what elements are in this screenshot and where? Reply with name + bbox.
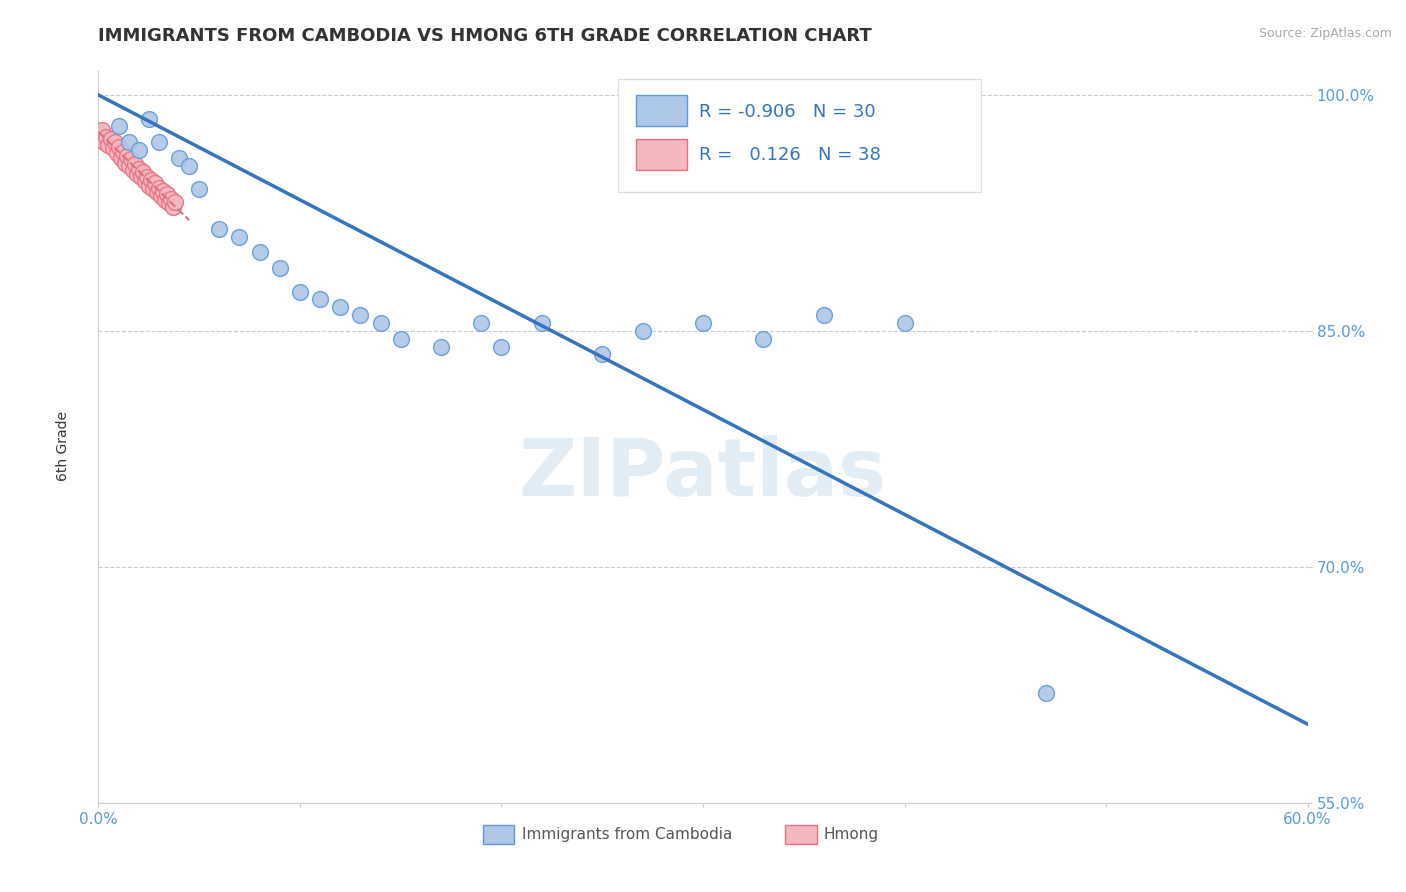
Text: R = -0.906   N = 30: R = -0.906 N = 30: [699, 103, 876, 120]
Point: [124, 157, 146, 171]
Point: [269, 260, 291, 275]
Text: ZIPatlas: ZIPatlas: [519, 434, 887, 513]
Point: [470, 316, 492, 330]
Point: [893, 316, 915, 330]
Point: [752, 332, 775, 346]
Point: [100, 132, 122, 146]
Point: [156, 187, 179, 202]
Point: [110, 151, 132, 165]
Point: [125, 167, 148, 181]
Point: [692, 316, 714, 330]
Text: Immigrants from Cambodia: Immigrants from Cambodia: [522, 828, 733, 842]
Point: [389, 332, 412, 346]
Point: [349, 308, 371, 322]
FancyBboxPatch shape: [785, 825, 817, 845]
Point: [105, 146, 128, 161]
Point: [129, 169, 152, 184]
Point: [111, 145, 134, 159]
Point: [228, 229, 250, 244]
Point: [160, 192, 183, 206]
Point: [179, 159, 201, 173]
Point: [208, 221, 231, 235]
Point: [370, 316, 392, 330]
Point: [93, 135, 115, 149]
Point: [163, 194, 186, 209]
Point: [148, 180, 170, 194]
Point: [103, 135, 125, 149]
Point: [146, 186, 169, 200]
Point: [115, 149, 138, 163]
Point: [309, 293, 332, 307]
Point: [152, 184, 174, 198]
Point: [97, 138, 120, 153]
Point: [162, 200, 184, 214]
Point: [96, 130, 118, 145]
Point: [118, 159, 141, 173]
Point: [157, 196, 180, 211]
Point: [128, 161, 150, 176]
Text: Source: ZipAtlas.com: Source: ZipAtlas.com: [1258, 27, 1392, 40]
Point: [107, 140, 129, 154]
Point: [91, 122, 114, 136]
Point: [188, 182, 211, 196]
FancyBboxPatch shape: [637, 139, 688, 170]
Point: [631, 324, 654, 338]
Point: [249, 245, 271, 260]
Point: [135, 169, 157, 184]
Point: [142, 182, 165, 196]
Point: [132, 165, 155, 179]
Point: [1035, 686, 1057, 700]
Text: Hmong: Hmong: [824, 828, 879, 842]
Point: [491, 340, 513, 354]
FancyBboxPatch shape: [482, 825, 515, 845]
Point: [148, 135, 170, 149]
Point: [329, 301, 352, 315]
Text: IMMIGRANTS FROM CAMBODIA VS HMONG 6TH GRADE CORRELATION CHART: IMMIGRANTS FROM CAMBODIA VS HMONG 6TH GR…: [98, 27, 872, 45]
Text: R =   0.126   N = 38: R = 0.126 N = 38: [699, 146, 882, 164]
Point: [118, 135, 141, 149]
Point: [134, 174, 156, 188]
FancyBboxPatch shape: [637, 95, 688, 127]
Point: [101, 141, 124, 155]
Point: [153, 194, 176, 208]
Point: [167, 151, 190, 165]
Point: [143, 176, 166, 190]
Point: [288, 285, 311, 299]
Point: [89, 128, 111, 142]
Point: [591, 347, 613, 361]
FancyBboxPatch shape: [619, 78, 981, 192]
Point: [138, 112, 160, 126]
Point: [813, 308, 835, 322]
Point: [128, 143, 150, 157]
Text: 6th Grade: 6th Grade: [56, 411, 70, 481]
Point: [138, 179, 160, 194]
Point: [430, 340, 453, 354]
Point: [107, 120, 129, 134]
Point: [121, 163, 143, 178]
Point: [530, 316, 553, 330]
Point: [139, 173, 162, 187]
Point: [114, 155, 136, 169]
Point: [149, 188, 172, 202]
Point: [120, 153, 142, 167]
